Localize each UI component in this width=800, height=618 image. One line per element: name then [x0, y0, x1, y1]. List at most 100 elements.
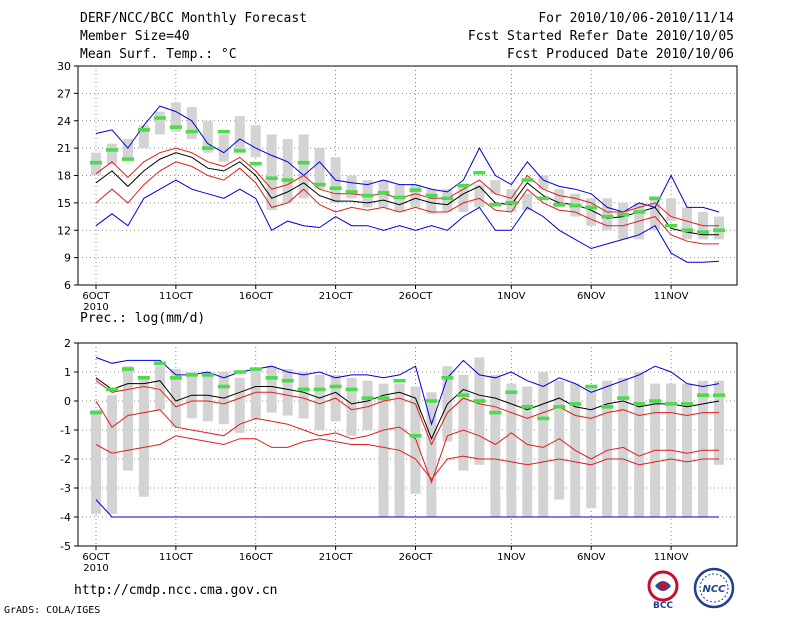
forecast-period: For 2010/10/06-2010/11/14: [538, 11, 734, 26]
ensemble-box: [410, 386, 421, 494]
refer-date: Fcst Started Refer Date 2010/10/05: [467, 29, 734, 44]
ensemble-box: [410, 184, 421, 208]
ncc-logo: NCC: [693, 567, 735, 609]
ensemble-box: [634, 372, 645, 517]
ncc-logo-text: NCC: [702, 584, 726, 595]
year-label: 2010: [83, 563, 108, 574]
median-marker: [249, 367, 262, 371]
ensemble-box: [122, 366, 133, 471]
median-marker: [297, 160, 310, 165]
ensemble-box: [234, 116, 245, 150]
median-marker: [329, 384, 342, 389]
median-marker: [697, 230, 710, 234]
median-marker: [361, 193, 374, 198]
ensemble-box: [618, 202, 629, 240]
median-marker: [121, 367, 134, 371]
median-marker: [409, 188, 422, 192]
median-marker: [90, 160, 102, 165]
precip-title: Prec.: log(mm/d): [80, 311, 206, 326]
median-marker: [473, 399, 486, 403]
median-marker: [521, 405, 534, 409]
median-marker: [713, 393, 725, 397]
median-marker: [409, 434, 422, 438]
ensemble-box: [554, 380, 565, 500]
series-low-line: [95, 435, 719, 481]
x-tick-label: 16OCT: [239, 552, 274, 563]
ensemble-box: [586, 198, 597, 226]
ensemble-box: [138, 377, 149, 497]
median-marker: [313, 387, 326, 392]
ensemble-box: [714, 380, 724, 465]
ensemble-box: [362, 180, 373, 208]
ensemble-box: [474, 184, 485, 208]
median-marker: [249, 161, 262, 166]
median-marker: [393, 195, 406, 200]
ensemble-box: [266, 366, 277, 413]
chart-title: DERF/NCC/BCC Monthly Forecast: [80, 11, 307, 26]
y-tick-label: -4: [60, 511, 71, 524]
ensemble-box: [458, 374, 469, 471]
produced-date: Fcst Produced Date 2010/10/06: [507, 47, 734, 62]
plot-frame: [77, 342, 738, 547]
series-max-line: [95, 105, 720, 213]
ensemble-box: [666, 198, 677, 222]
series-mean-line: [95, 377, 720, 440]
ensemble-box: [218, 134, 229, 162]
median-marker: [457, 183, 470, 188]
ensemble-box: [202, 120, 213, 153]
median-marker: [441, 376, 454, 380]
y-tick-label: 1: [64, 366, 71, 379]
ensemble-box: [682, 207, 693, 240]
ensemble-box: [522, 193, 533, 211]
y-tick-label: -2: [60, 453, 71, 466]
x-tick-label: 21OCT: [319, 291, 354, 302]
median-marker: [553, 405, 566, 409]
ensemble-box: [458, 184, 469, 212]
ensemble-box: [426, 392, 437, 517]
ensemble-box: [490, 374, 501, 517]
ensemble-box: [346, 175, 357, 199]
ensemble-box: [106, 143, 117, 165]
median-marker: [521, 178, 534, 182]
series-min-line: [95, 179, 720, 263]
ensemble-box: [506, 383, 517, 517]
median-marker: [265, 376, 278, 380]
y-tick-label: 0: [64, 395, 71, 408]
median-marker: [569, 402, 582, 406]
x-tick-label: 1NOV: [497, 552, 526, 563]
median-marker: [201, 373, 214, 377]
median-marker: [633, 402, 646, 406]
median-marker: [377, 191, 390, 195]
median-marker: [313, 182, 326, 187]
median-marker: [169, 376, 182, 380]
ensemble-box: [154, 366, 165, 410]
median-marker: [265, 176, 278, 181]
ensemble-box: [282, 369, 293, 416]
median-marker: [425, 399, 438, 403]
median-marker: [505, 390, 518, 395]
ensemble-box: [474, 357, 485, 465]
y-tick-label: 30: [57, 60, 71, 73]
median-marker: [441, 196, 454, 201]
ensemble-box: [682, 383, 693, 517]
series-lower-line: [95, 161, 719, 245]
ensemble-box: [250, 369, 261, 419]
grads-credit: GrADS: COLA/IGES: [4, 605, 101, 616]
median-marker: [569, 203, 582, 208]
x-tick-label: 11OCT: [159, 552, 194, 563]
x-tick-label: 6NOV: [577, 291, 606, 302]
x-tick-label: 11NOV: [654, 552, 689, 563]
median-marker: [121, 157, 134, 161]
temperature-panel: 6 9 12 15 18 21 24 27 30 6OCT 11OCT 16OCT 21OCT 26OCT…: [57, 60, 738, 313]
median-marker: [217, 129, 230, 134]
x-tick-label: 1NOV: [497, 291, 526, 302]
series-mean-line: [95, 152, 719, 236]
median-marker: [665, 223, 678, 228]
median-marker: [345, 387, 358, 392]
median-marker: [473, 170, 486, 175]
median-marker: [345, 190, 358, 194]
median-marker: [105, 387, 118, 392]
median-marker: [601, 405, 614, 409]
